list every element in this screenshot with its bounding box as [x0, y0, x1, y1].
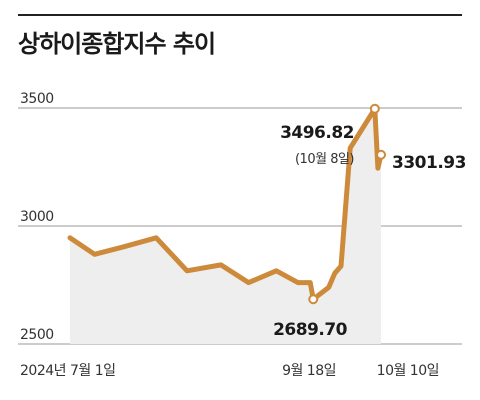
- x-axis-ticks: 2024년 7월 1일 9월 18일 10월 10일: [20, 363, 440, 379]
- top-rule: [18, 14, 462, 16]
- annotation-marker: [369, 103, 380, 114]
- y-tick-label: 3000: [20, 209, 54, 225]
- area-shape: [70, 108, 381, 344]
- series-path: [67, 106, 384, 302]
- series-line: [67, 106, 384, 302]
- annotation-marker: [376, 149, 386, 160]
- chart-title: 상하이종합지수 추이: [18, 30, 216, 58]
- y-tick-label: 3500: [20, 91, 54, 107]
- x-tick-label: 10월 10일: [377, 363, 439, 379]
- x-tick-label: 2024년 7월 1일: [20, 363, 115, 379]
- area-fill: [70, 108, 381, 344]
- annotation-low-value: 2689.70: [273, 320, 348, 340]
- y-axis-ticks: 3500 3000 2500: [20, 91, 54, 343]
- annotation-markers: [308, 103, 386, 305]
- annotation-high-value: 3496.82: [280, 123, 354, 143]
- annotation-marker: [308, 294, 319, 305]
- annotation-high-date: (10월 8일): [295, 152, 354, 167]
- x-tick-label: 9월 18일: [282, 363, 336, 379]
- y-tick-label: 2500: [20, 327, 54, 343]
- annotations: 2689.70 3496.82 (10월 8일) 3301.93: [273, 123, 466, 340]
- annotation-last-value: 3301.93: [392, 153, 466, 173]
